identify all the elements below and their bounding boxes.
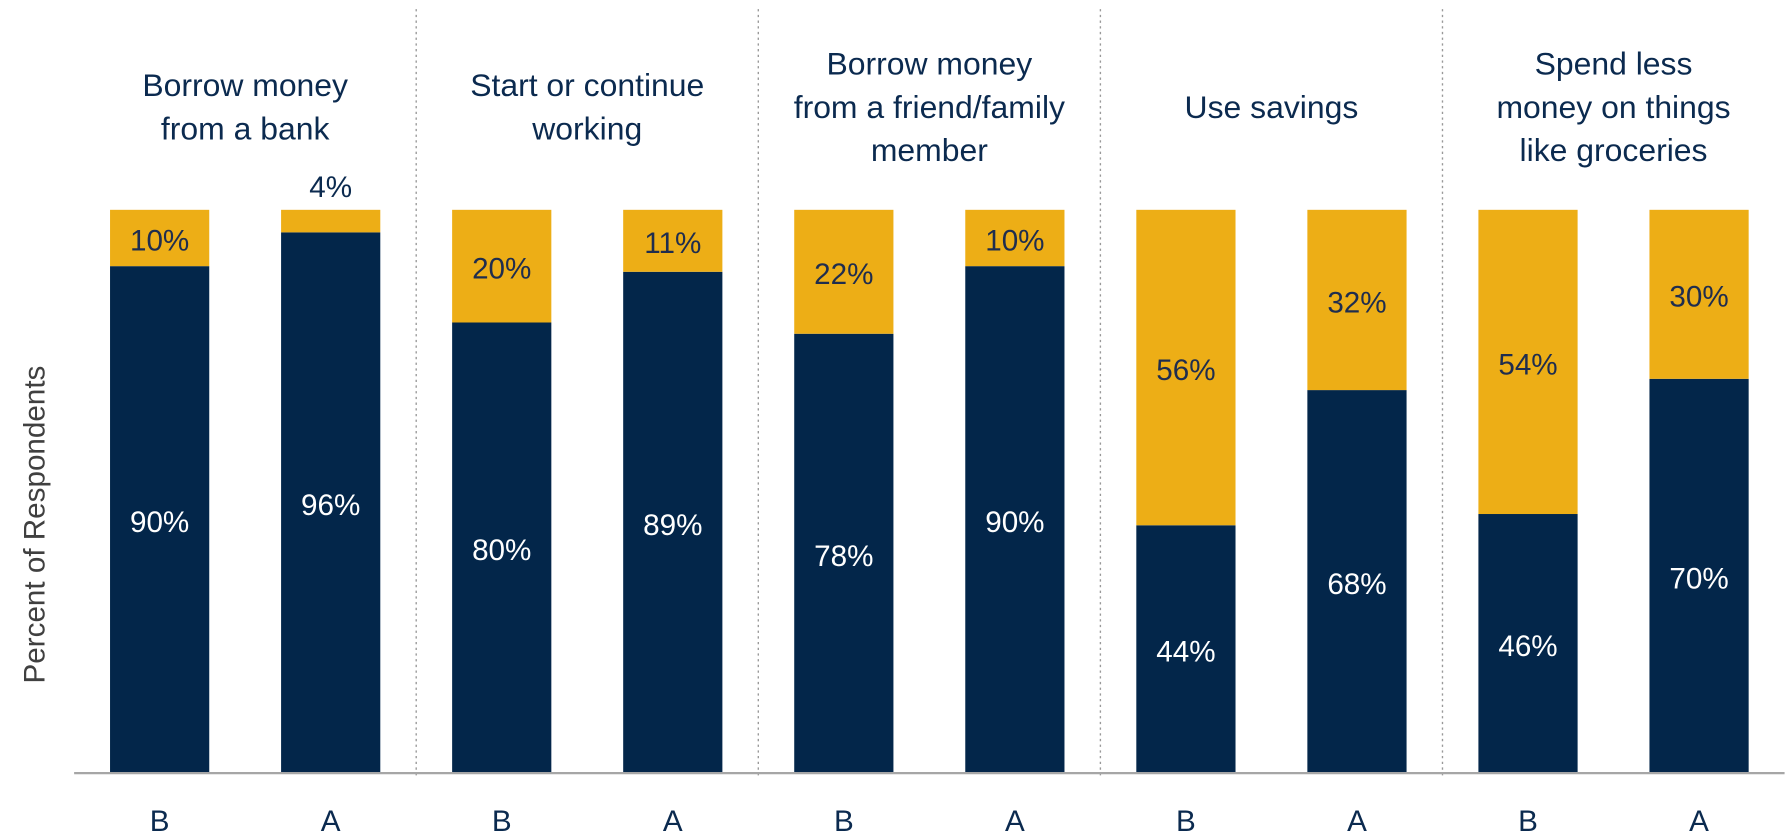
- bar-segment: [110, 209, 210, 267]
- group-label: Use savings: [1185, 89, 1359, 125]
- value-label: 54%: [1498, 348, 1557, 381]
- value-label: 56%: [1156, 354, 1215, 387]
- bar-segment: [794, 209, 894, 334]
- group-label: like groceries: [1520, 132, 1708, 168]
- group-label: Spend less: [1535, 46, 1693, 82]
- bar-segment: [110, 266, 210, 774]
- value-label: 70%: [1669, 562, 1728, 595]
- bar-segment: [1649, 378, 1749, 774]
- x-tick-label: B: [1518, 805, 1538, 837]
- y-axis-label: Percent of Respondents: [18, 366, 51, 684]
- bar-segment: [623, 271, 723, 774]
- x-tick-label: A: [1347, 805, 1367, 837]
- x-tick-label: B: [492, 805, 512, 837]
- bar-segment: [965, 266, 1065, 774]
- value-label: 10%: [130, 224, 189, 257]
- x-tick-label: B: [834, 805, 854, 837]
- bar-segment: [1136, 209, 1236, 526]
- bar-segment: [623, 209, 723, 272]
- value-label: 90%: [985, 506, 1044, 539]
- value-label: 44%: [1156, 636, 1215, 669]
- group-label: Borrow money: [826, 46, 1032, 82]
- x-tick-label: A: [1689, 805, 1709, 837]
- value-label: 68%: [1327, 568, 1386, 601]
- bar-segment: [1649, 209, 1749, 379]
- x-tick-label: B: [1176, 805, 1196, 837]
- value-label: 78%: [814, 540, 873, 573]
- value-label: 4%: [309, 171, 352, 204]
- value-label: 22%: [814, 258, 873, 291]
- bar-segment: [794, 333, 894, 774]
- bar-segment: [1478, 209, 1578, 515]
- value-label: 30%: [1669, 281, 1728, 314]
- x-tick-label: A: [663, 805, 683, 837]
- group-label: working: [531, 111, 642, 147]
- bar-segment: [1307, 209, 1407, 391]
- value-label: 10%: [985, 224, 1044, 257]
- bar-segment: [452, 209, 552, 323]
- value-label: 46%: [1498, 630, 1557, 663]
- x-tick-label: B: [150, 805, 170, 837]
- bar-segment: [1478, 514, 1578, 774]
- value-label: 20%: [472, 253, 531, 286]
- value-label: 80%: [472, 534, 531, 567]
- bar-segment: [965, 209, 1065, 267]
- x-tick-label: A: [321, 805, 341, 837]
- group-label: Start or continue: [470, 67, 704, 103]
- bar-segment: [281, 209, 381, 233]
- group-label: money on things: [1496, 89, 1730, 125]
- value-label: 89%: [643, 509, 702, 542]
- value-label: 32%: [1327, 286, 1386, 319]
- bar-segment: [1136, 525, 1236, 774]
- value-label: 96%: [301, 489, 360, 522]
- bar-segment: [1307, 390, 1407, 774]
- value-label: 11%: [644, 227, 701, 260]
- group-label: from a friend/family: [794, 89, 1065, 125]
- group-label: Borrow money: [142, 67, 348, 103]
- group-label: member: [871, 132, 988, 168]
- value-label: 90%: [130, 506, 189, 539]
- bar-segment: [281, 232, 381, 774]
- x-tick-label: A: [1005, 805, 1025, 837]
- bar-segment: [452, 322, 552, 774]
- group-label: from a bank: [161, 111, 330, 147]
